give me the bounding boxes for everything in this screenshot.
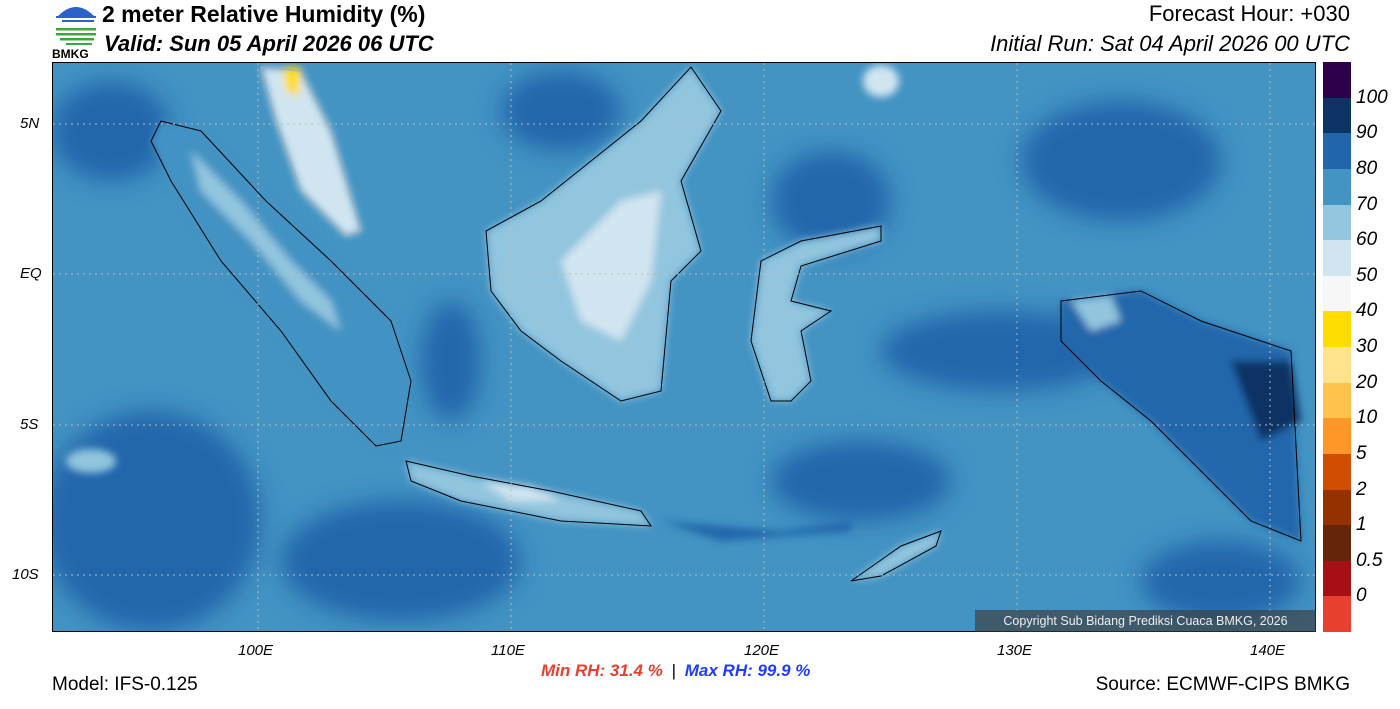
colorbar-label: 40 (1356, 300, 1378, 322)
colorbar-label: 30 (1356, 336, 1378, 357)
lon-label: 100E (238, 642, 274, 659)
logo-text: BMKG (52, 47, 89, 61)
land-humidity (66, 65, 1301, 581)
model-label: Model: IFS-0.125 (52, 674, 198, 695)
ocean-humid-patches (53, 71, 1301, 631)
colorbar-segment (1323, 240, 1351, 276)
colorbar (1323, 62, 1351, 632)
lat-label: 5S (20, 416, 39, 433)
colorbar-segment (1323, 347, 1351, 383)
colorbar-label: 2 (1356, 478, 1367, 500)
initial-run: Initial Run: Sat 04 April 2026 00 UTC (990, 31, 1350, 56)
lon-label: 130E (997, 642, 1033, 659)
colorbar-segment (1323, 275, 1351, 312)
copyright-notice: Copyright Sub Bidang Prediksi Cuaca BMKG… (975, 610, 1316, 632)
colorbar-label: 1 (1356, 514, 1367, 536)
lat-label: EQ (20, 265, 42, 282)
lat-label: 5N (20, 115, 40, 132)
colorbar-label: 0.5 (1356, 549, 1383, 571)
gridlines (53, 63, 1315, 631)
lon-label: 140E (1250, 642, 1286, 659)
humidity-map (52, 62, 1316, 632)
lon-label: 120E (744, 642, 780, 659)
colorbar-segment (1323, 418, 1351, 454)
colorbar-segment (1323, 560, 1351, 597)
colorbar-segment (1323, 133, 1351, 169)
min-rh: Min RH: 31.4 % (541, 661, 663, 680)
colorbar-label: 100 (1356, 86, 1388, 108)
colorbar-segment (1323, 525, 1351, 561)
colorbar-label: 0 (1356, 585, 1367, 607)
colorbar-segment (1323, 62, 1351, 98)
separator: | (671, 661, 677, 680)
colorbar-label: 60 (1356, 229, 1378, 251)
colorbar-label: 80 (1356, 157, 1378, 179)
colorbar-segment (1323, 311, 1351, 347)
max-rh: Max RH: 99.9 % (684, 661, 811, 680)
chart-title: 2 meter Relative Humidity (%) (102, 1, 426, 27)
colorbar-segment (1323, 489, 1351, 526)
valid-time: Valid: Sun 05 April 2026 06 UTC (104, 31, 434, 56)
coastlines (150, 66, 1302, 582)
colorbar-label: 10 (1356, 407, 1378, 429)
colorbar-label: 5 (1356, 442, 1367, 464)
colorbar-segment (1323, 382, 1351, 419)
min-max-rh: Min RH: 31.4 % | Max RH: 99.9 % (541, 661, 810, 681)
forecast-hour: Forecast Hour: +030 (1148, 1, 1350, 26)
source-label: Source: ECMWF-CIPS BMKG (1095, 674, 1350, 695)
colorbar-segment (1323, 168, 1351, 205)
colorbar-segment (1323, 596, 1351, 632)
bmkg-logo: BMKG (52, 2, 100, 61)
colorbar-segment (1323, 453, 1351, 490)
lon-label: 110E (491, 642, 525, 659)
colorbar-label: 90 (1356, 122, 1378, 144)
map-canvas (53, 63, 1315, 631)
colorbar-label: 50 (1356, 264, 1378, 286)
colorbar-segment (1323, 97, 1351, 134)
colorbar-label: 70 (1356, 193, 1378, 215)
lat-label: 10S (12, 566, 39, 583)
colorbar-label: 20 (1356, 371, 1378, 393)
colorbar-segment (1323, 204, 1351, 241)
